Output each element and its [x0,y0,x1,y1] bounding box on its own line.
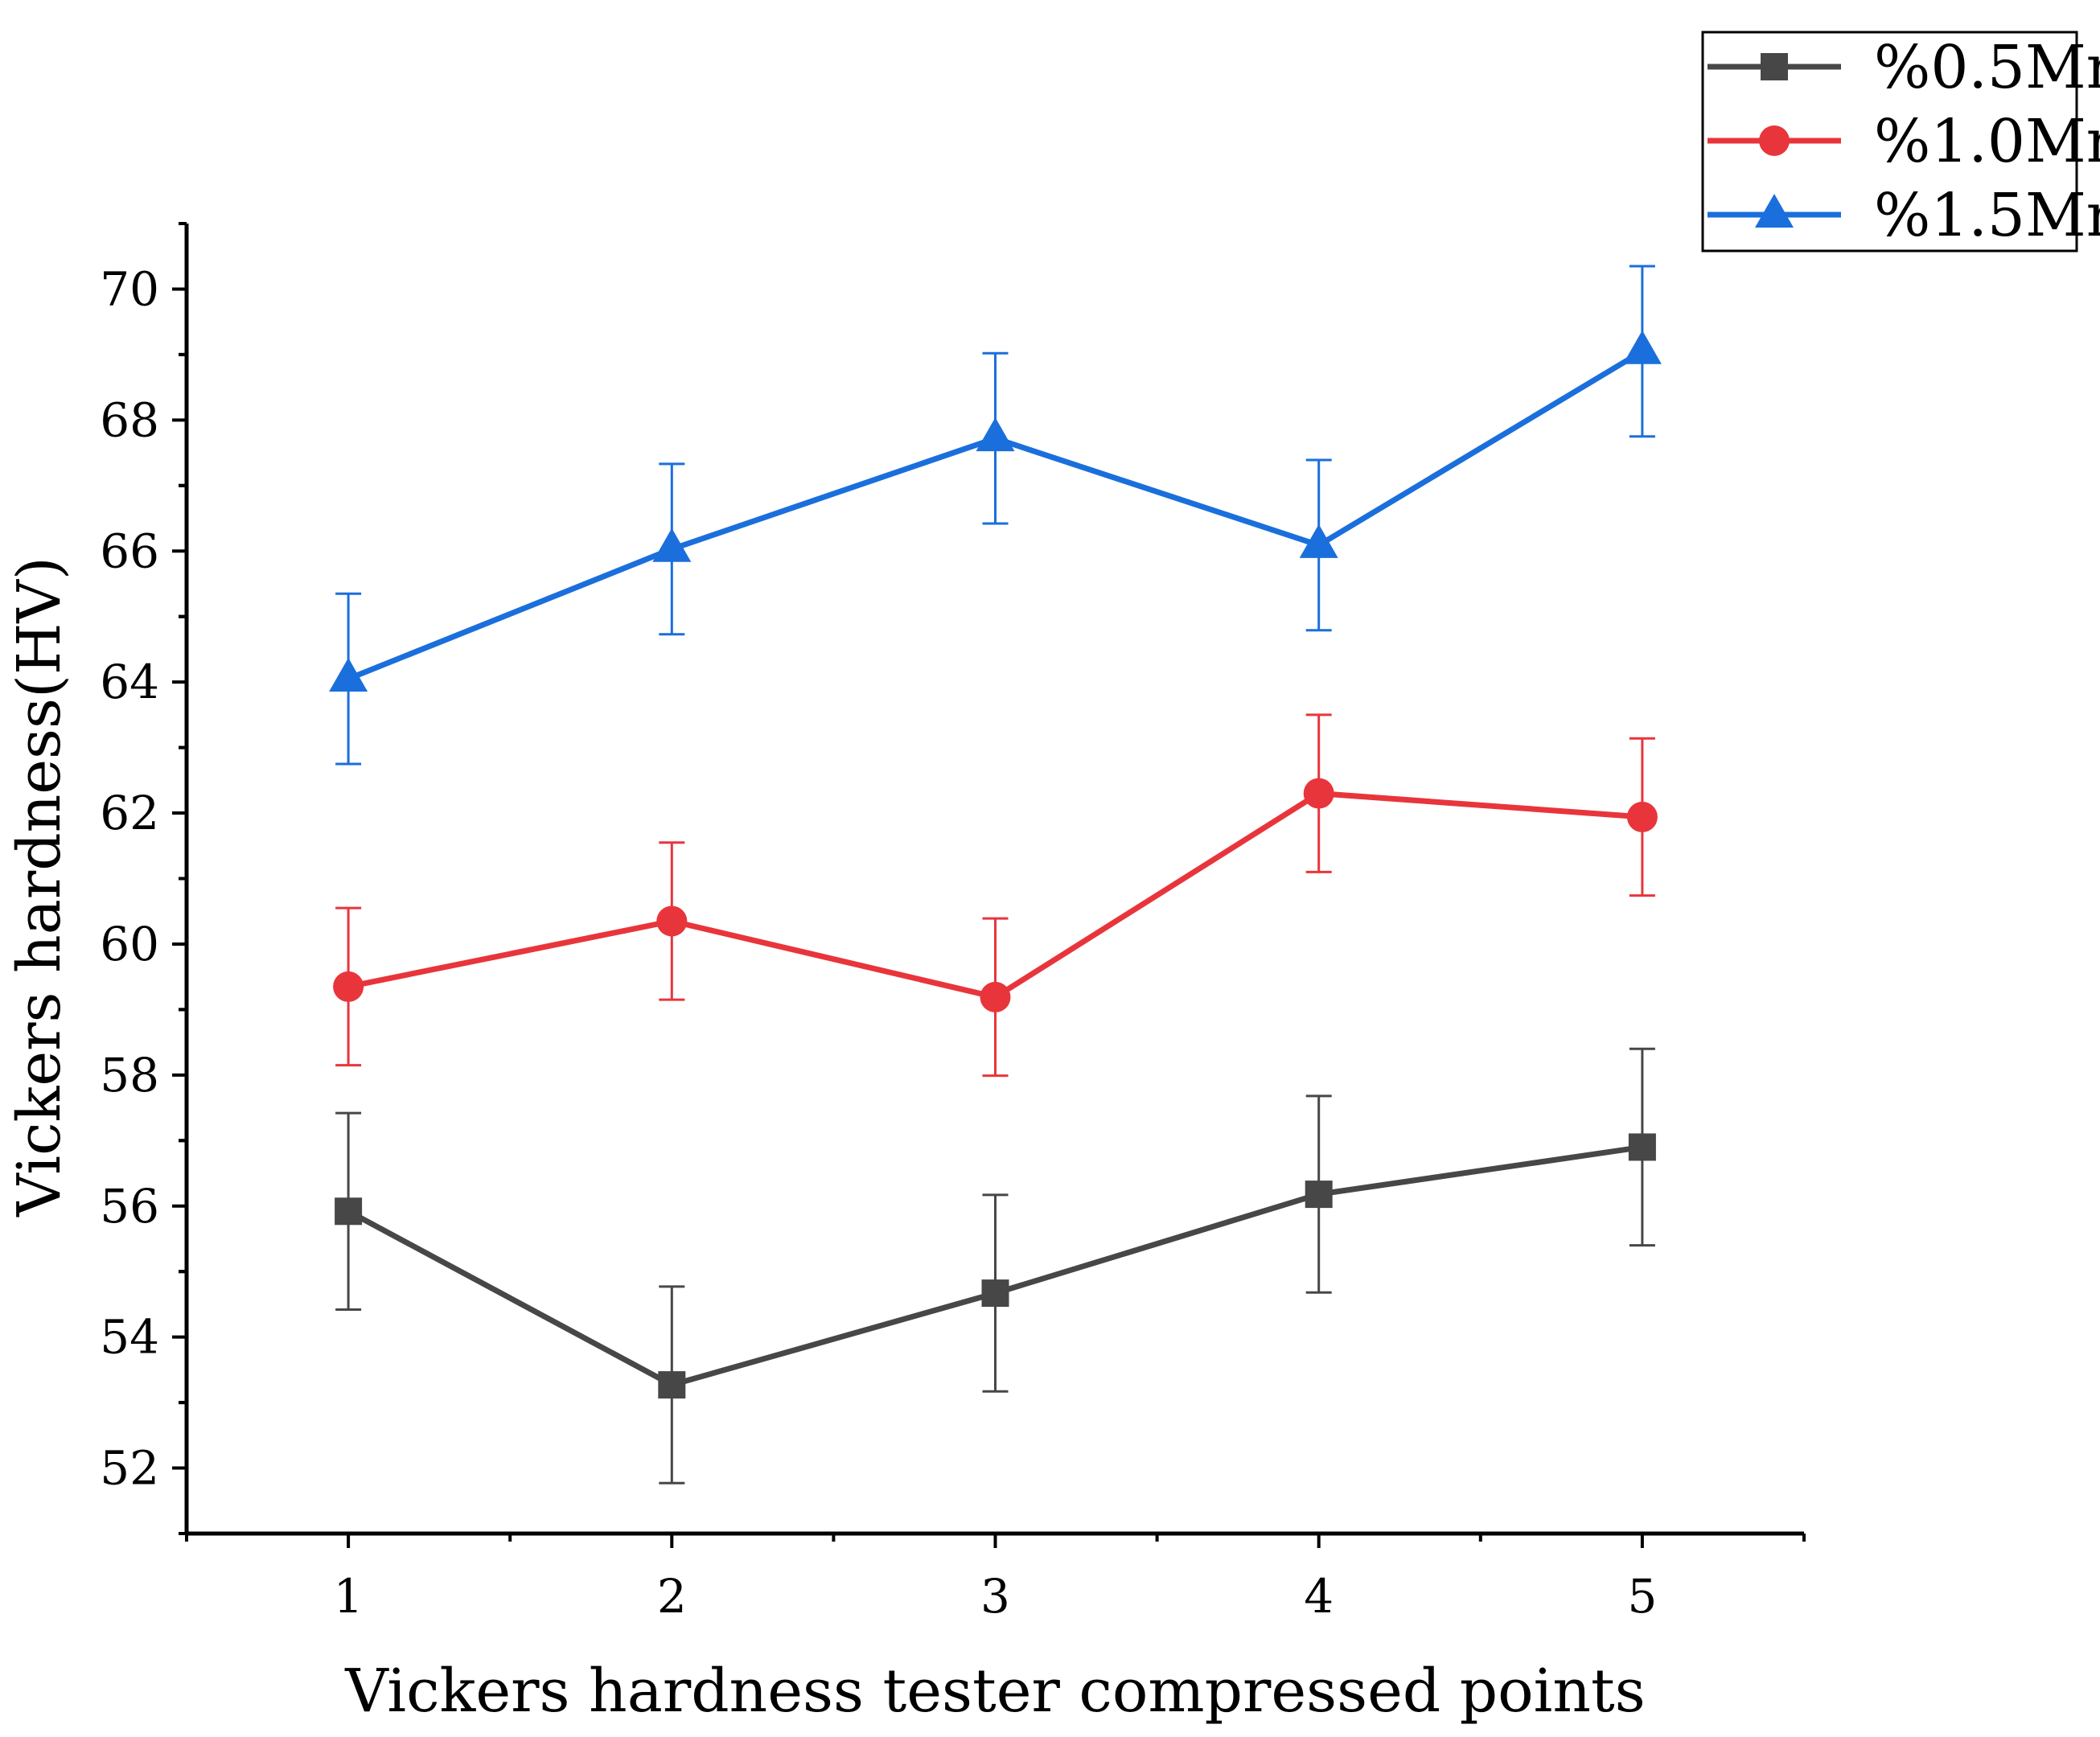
data-point [1622,330,1662,364]
data-point [1303,778,1334,809]
legend-marker [1755,193,1794,228]
legend: %0.5Mn%1.0Mn%1.5Mn [1701,31,2100,253]
x-tick-label: 1 [334,1569,364,1624]
y-tick-label: 56 [100,1179,159,1234]
data-point [333,971,364,1002]
x-tick-label: 3 [980,1569,1010,1624]
legend-entry: %1.0Mn [1708,107,2100,176]
y-tick-label: 54 [100,1310,159,1365]
y-tick-label: 70 [100,261,159,316]
data-point [658,1371,686,1399]
series-%0.5Mn [335,1047,1656,1484]
data-point [329,658,368,692]
legend-label: %1.5Mn [1874,181,2100,250]
y-tick-label: 58 [100,1048,159,1103]
legend-label: %0.5Mn [1874,33,2100,102]
axes: 52 54 56 58 60 62 64 66 68 70 1 2 3 4 5 [100,222,1806,1624]
legend-entry: %1.5Mn [1708,181,2100,250]
data-point [1305,1181,1333,1209]
x-axis-title: Vickers hardness tester compressed point… [344,1657,1645,1726]
legend-marker [1761,53,1788,80]
data-point [980,981,1011,1012]
series-%1.5Mn [329,265,1662,766]
data-point [652,528,692,562]
y-tick-label: 52 [100,1441,159,1496]
y-tick-label: 62 [100,786,159,840]
data-point [976,417,1015,452]
data-point [981,1279,1009,1308]
y-tick-label: 68 [100,392,159,447]
legend-label: %1.0Mn [1874,107,2100,176]
legend-entry: %0.5Mn [1708,33,2100,102]
data-point [1628,1133,1656,1161]
plot-area [329,265,1662,1484]
data-point [1626,801,1658,832]
data-point [1299,524,1338,558]
y-axis-title: Vickers hardness(HV) [5,556,74,1217]
data-point [335,1197,363,1226]
legend-marker [1759,125,1790,156]
x-tick-label: 2 [657,1569,687,1624]
y-tick-label: 64 [100,655,159,709]
data-point [656,905,688,937]
y-tick-label: 66 [100,524,159,578]
x-tick-label: 4 [1304,1569,1334,1624]
x-tick-label: 5 [1627,1569,1657,1624]
series-%1.0Mn [333,713,1658,1078]
y-tick-label: 60 [100,917,159,971]
